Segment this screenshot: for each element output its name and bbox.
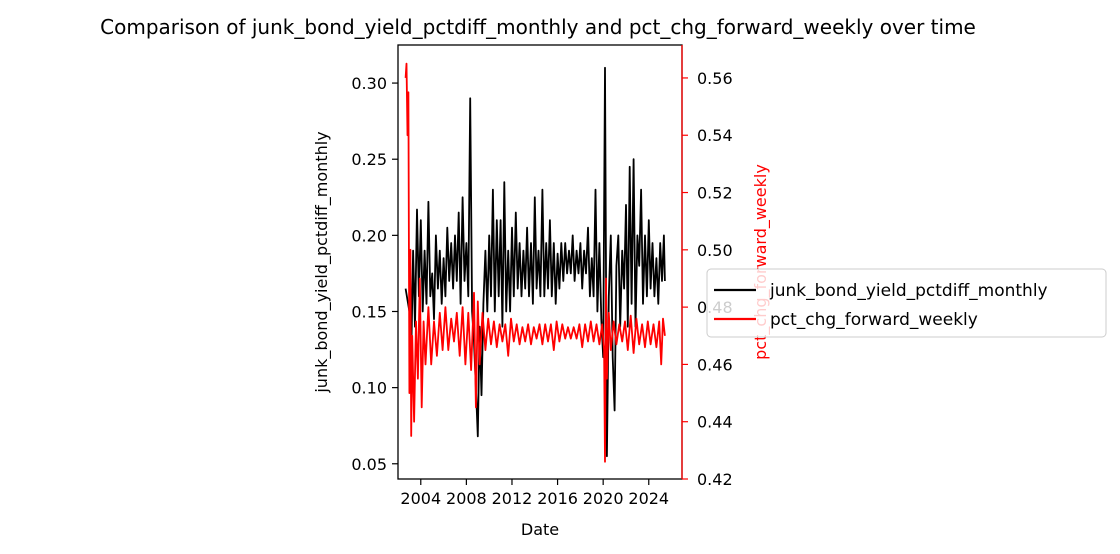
series-line-pct-chg-forward bbox=[404, 62, 666, 463]
left-y-tick-label: 0.20 bbox=[351, 226, 387, 245]
series-line-junk-bond-yield bbox=[404, 66, 666, 458]
left-y-tick-label: 0.15 bbox=[351, 302, 387, 321]
series-layer bbox=[404, 62, 666, 463]
right-y-tick-label: 0.56 bbox=[697, 69, 733, 88]
right-y-tick-label: 0.46 bbox=[697, 355, 733, 374]
x-tick-label: 2016 bbox=[537, 489, 578, 508]
x-tick-label: 2004 bbox=[400, 489, 441, 508]
axes-layer: 2004 2008 2012 2016 2020 20240.050.100.150.20… bbox=[351, 45, 733, 508]
legend: junk_bond_yield_pctdiff_monthly pct_chg_… bbox=[706, 268, 1107, 338]
left-y-tick-label: 0.25 bbox=[351, 150, 387, 169]
right-y-tick-label: 0.52 bbox=[697, 184, 733, 203]
legend-label-junk-bond: junk_bond_yield_pctdiff_monthly bbox=[769, 281, 1048, 301]
legend-box bbox=[706, 268, 1107, 338]
legend-label-pct-chg: pct_chg_forward_weekly bbox=[770, 310, 978, 330]
right-y-tick-label: 0.50 bbox=[697, 241, 733, 260]
chart-title: Comparison of junk_bond_yield_pctdiff_mo… bbox=[100, 15, 976, 39]
left-y-tick-label: 0.30 bbox=[351, 74, 387, 93]
right-y-tick-label: 0.42 bbox=[697, 470, 733, 489]
left-y-tick-label: 0.10 bbox=[351, 379, 387, 398]
x-axis-label: Date bbox=[521, 520, 559, 539]
right-y-tick-label: 0.54 bbox=[697, 126, 733, 145]
left-y-tick-label: 0.05 bbox=[351, 455, 387, 474]
x-tick-label: 2012 bbox=[492, 489, 533, 508]
x-tick-label: 2008 bbox=[446, 489, 487, 508]
left-y-axis-label: junk_bond_yield_pctdiff_monthly bbox=[312, 131, 332, 393]
right-y-tick-label: 0.44 bbox=[697, 413, 733, 432]
x-tick-label: 2024 bbox=[628, 489, 669, 508]
x-tick-label: 2020 bbox=[583, 489, 624, 508]
